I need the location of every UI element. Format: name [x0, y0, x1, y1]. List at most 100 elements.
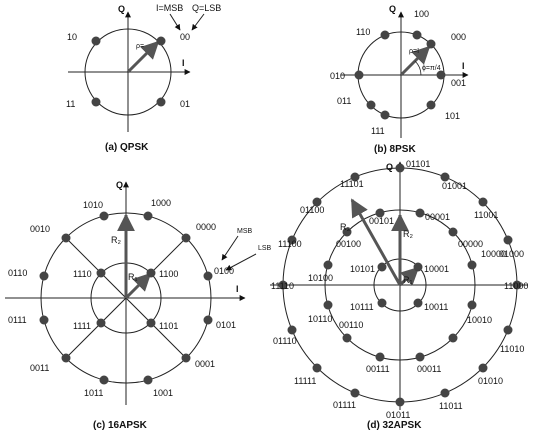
apsk16-point-1010 — [99, 211, 109, 221]
apsk32-point-00100 — [342, 227, 352, 237]
psk8-symbol-label: 010 — [330, 71, 345, 81]
apsk32-symbol-label: 01101 — [406, 159, 430, 169]
apsk32-symbol-label: 01011 — [386, 410, 410, 420]
apsk16-r1-label: R₁ — [128, 272, 138, 282]
apsk32-symbol-label: 10111 — [350, 302, 374, 312]
apsk32-symbol-label: 10001 — [424, 264, 449, 274]
apsk16-i-label: I — [236, 284, 239, 294]
qpsk-rho-label: ρ= — [136, 43, 144, 50]
psk8-rho-label: ρ=I — [409, 48, 419, 55]
psk8-point-111 — [380, 110, 390, 120]
apsk32-symbol-label: 00101 — [369, 216, 394, 226]
apsk32-r3-arrow — [350, 198, 402, 286]
apsk16-q-label: Q — [116, 180, 123, 190]
apsk32-point-11011 — [440, 388, 450, 398]
apsk16-symbol-label: 0001 — [195, 359, 215, 369]
apsk16-symbol-label: 1001 — [153, 388, 173, 398]
apsk32-caption: (d) 32APSK — [367, 420, 422, 431]
apsk32-q-label: Q — [386, 162, 393, 172]
psk8-angle-label: ɸ=π/4 — [422, 65, 441, 72]
apsk32-symbol-label: 10100 — [308, 273, 333, 283]
qpsk-i-label: I — [182, 58, 185, 68]
apsk32-point-01000 — [503, 235, 513, 245]
psk8-symbol-label: 000 — [451, 32, 466, 42]
apsk16-point-0011 — [61, 353, 71, 363]
apsk32-symbol-label: 00000 — [458, 239, 483, 249]
apsk16-point-0001 — [181, 353, 191, 363]
apsk16-point-0110 — [39, 271, 49, 281]
qpsk-point-11 — [91, 97, 101, 107]
apsk32-point-10110 — [323, 300, 333, 310]
apsk16-r2-label: R₂ — [111, 235, 121, 245]
apsk16-point-0101 — [203, 315, 213, 325]
apsk32-point-11101 — [350, 172, 360, 182]
apsk32-symbol-label: 11001 — [474, 210, 498, 220]
apsk32-point-10000 — [467, 260, 477, 270]
qpsk-panel: Q I ρ= I=MSB Q=LSB 00 10 11 01 (a) QPSK — [66, 3, 221, 153]
apsk32-symbol-label: 11000 — [504, 281, 528, 291]
apsk16-point-1011 — [99, 375, 109, 385]
apsk16-point-1000 — [143, 211, 153, 221]
apsk16-lsb-note: LSB — [258, 245, 272, 252]
apsk16-point-1100 — [146, 268, 156, 278]
qpsk-caption: (a) QPSK — [105, 142, 149, 153]
apsk16-r1-arrow — [124, 272, 152, 300]
apsk32-symbol-label: 01001 — [442, 181, 467, 191]
psk8-symbol-label: 001 — [451, 78, 466, 88]
apsk16-point-0111 — [39, 315, 49, 325]
apsk16-point-0100 — [203, 271, 213, 281]
apsk32-point-00111 — [375, 352, 385, 362]
psk8-point-110 — [380, 30, 390, 40]
apsk32-symbol-label: 10101 — [350, 264, 375, 274]
psk8-symbol-label: 100 — [414, 9, 429, 19]
qpsk-symbol-label: 11 — [66, 99, 75, 109]
qpsk-lsb-pointer — [191, 13, 205, 31]
apsk32-point-01111 — [350, 388, 360, 398]
apsk16-point-1001 — [143, 375, 153, 385]
qpsk-point-00 — [156, 36, 166, 46]
apsk32-point-11010 — [503, 325, 513, 335]
apsk16-symbol-label: 0100 — [214, 266, 234, 276]
apsk32-point-10111 — [377, 298, 387, 308]
apsk32-symbol-label: 01100 — [300, 205, 324, 215]
apsk32-point-00101 — [375, 208, 385, 218]
qpsk-q-label: Q — [118, 4, 125, 14]
apsk16-point-0010 — [61, 233, 71, 243]
apsk16-msb-note: MSB — [237, 228, 253, 235]
qpsk-lsb-note: Q=LSB — [192, 3, 221, 13]
apsk32-r2-label: R₂ — [403, 229, 413, 239]
apsk16-symbol-label: 0111 — [8, 315, 27, 325]
apsk32-panel: Q R₃ R₂ R₁ 10001 10101 10111 10011 00001… — [270, 159, 528, 431]
apsk32-symbol-label: 01000 — [499, 249, 524, 259]
qpsk-radius-arrow — [126, 40, 160, 74]
apsk32-point-01010 — [478, 363, 488, 373]
apsk16-symbol-label: 1011 — [84, 388, 103, 398]
qpsk-msb-pointer — [169, 13, 181, 31]
psk8-caption: (b) 8PSK — [374, 144, 416, 155]
apsk32-symbol-label: 11100 — [278, 239, 302, 249]
apsk32-point-10010 — [467, 300, 477, 310]
apsk16-symbol-label: 0010 — [30, 224, 50, 234]
apsk16-point-1111 — [96, 318, 106, 328]
apsk32-symbol-label: 10110 — [308, 314, 332, 324]
apsk32-symbol-label: 11011 — [439, 401, 463, 411]
apsk32-point-10011 — [413, 298, 423, 308]
psk8-point-011 — [366, 100, 376, 110]
apsk16-point-1110 — [96, 268, 106, 278]
apsk32-point-11110 — [278, 280, 288, 290]
apsk32-point-11111 — [312, 363, 322, 373]
qpsk-point-10 — [91, 36, 101, 46]
psk8-point-000 — [426, 39, 436, 49]
apsk16-caption: (c) 16APSK — [93, 420, 148, 431]
apsk16-panel: Q I R₂ R₁ MSB LSB 1100 1110 1111 1101 10… — [5, 180, 272, 431]
apsk32-symbol-label: 10010 — [467, 315, 492, 325]
apsk16-symbol-label: 1000 — [151, 198, 171, 208]
apsk32-point-10001 — [413, 262, 423, 272]
psk8-panel: Q I ρ=I ɸ=π/4 000 100 110 010 011 111 10… — [330, 4, 469, 155]
apsk32-symbol-label: 11010 — [500, 344, 524, 354]
psk8-symbol-label: 111 — [371, 126, 385, 136]
qpsk-symbol-label: 10 — [67, 32, 77, 42]
psk8-q-label: Q — [389, 4, 396, 14]
apsk32-symbol-label: 01110 — [273, 336, 297, 346]
